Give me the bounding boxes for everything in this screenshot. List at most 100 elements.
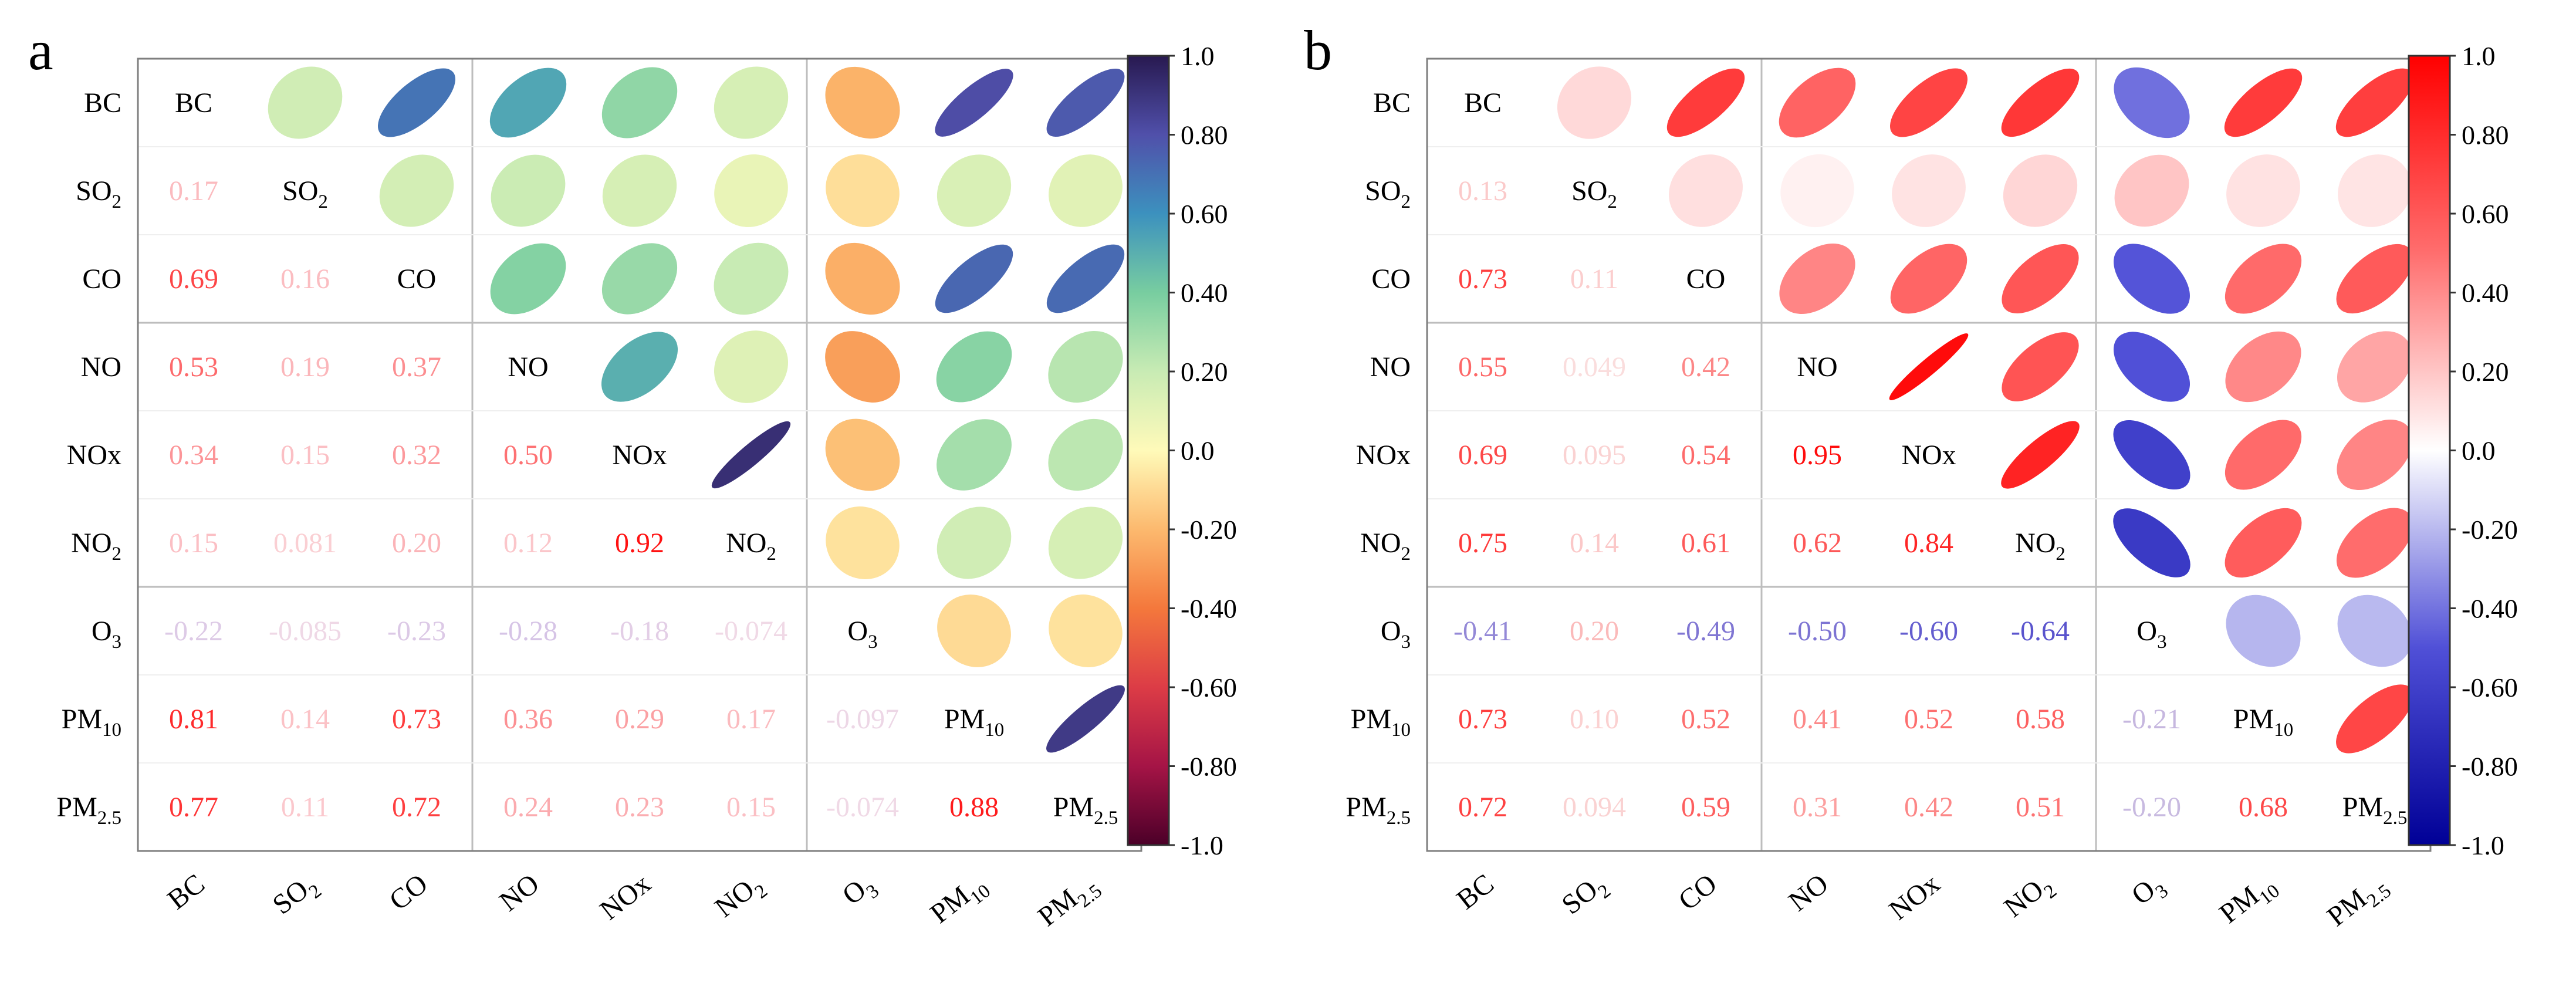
colorbar-tick-label: -0.80 (2462, 752, 2518, 782)
corr-value-label: 0.17 (169, 175, 218, 207)
corr-ellipse (935, 244, 1013, 313)
column-label: NOx (1884, 868, 1946, 926)
corr-ellipse (2224, 68, 2303, 137)
column-label: SO2 (267, 868, 326, 925)
corr-ellipse (2335, 68, 2414, 137)
corr-value-label: -0.64 (2011, 616, 2070, 647)
corr-ellipse (1048, 330, 1123, 403)
corr-ellipse (2225, 244, 2302, 314)
corr-value-label: 0.53 (169, 352, 218, 383)
diagonal-label: NOx (1901, 440, 1956, 471)
panel-label: b (1304, 19, 1332, 82)
corr-value-label: -0.50 (1788, 616, 1847, 647)
colorbar-tick-label: 1.0 (1181, 41, 1215, 71)
corr-value-label: -0.074 (715, 616, 787, 647)
diagonal-label: O3 (2136, 616, 2166, 653)
panel-a: a BC SO2 CO NO NOx NO2 O3 PM10 PM2.5 0.17 0.69 0.16 0… (28, 19, 1237, 934)
corr-value-label: 0.77 (169, 792, 218, 823)
corr-ellipse (714, 66, 789, 139)
corr-value-label: 0.14 (1570, 528, 1619, 559)
corr-value-label: 0.69 (1458, 440, 1507, 471)
corr-value-label: 0.73 (392, 704, 441, 735)
corr-value-label: 0.23 (615, 792, 664, 823)
column-label: PM10 (2213, 868, 2283, 934)
row-label: NOx (1356, 440, 1411, 471)
corr-ellipse (826, 506, 900, 579)
corr-ellipse (1049, 154, 1123, 227)
corr-value-label: 0.32 (392, 440, 441, 471)
corr-value-label: 0.55 (1458, 352, 1507, 383)
colorbar-tick-label: -0.40 (2462, 594, 2518, 624)
corr-ellipse (1779, 243, 1855, 315)
corr-ellipse (2225, 420, 2302, 490)
corr-value-label: -0.21 (2122, 704, 2181, 735)
corr-ellipse (825, 242, 900, 315)
corr-ellipse (1892, 154, 1966, 227)
corr-value-label: 0.13 (1458, 175, 1507, 207)
corr-ellipse (711, 421, 791, 489)
colorbar (1127, 55, 1170, 846)
corr-value-label: 0.24 (503, 792, 553, 823)
colorbar (2408, 55, 2451, 846)
colorbar-tick-label: 0.20 (2462, 357, 2509, 387)
corr-value-label: 0.15 (726, 792, 776, 823)
column-label: CO (1673, 868, 1723, 917)
corr-ellipse (937, 419, 1012, 491)
colorbar-tick-label: 0.80 (2462, 120, 2509, 150)
row-label: NO2 (71, 528, 121, 565)
corr-ellipse (2113, 332, 2190, 402)
diagonal-label: CO (397, 264, 437, 295)
column-label: NO2 (709, 868, 772, 928)
row-label: PM10 (62, 704, 121, 741)
corr-ellipse (379, 154, 454, 227)
corr-ellipse (2338, 154, 2412, 227)
colorbar-tick-label: -1.0 (2462, 830, 2504, 860)
corr-ellipse (1780, 154, 1854, 228)
corr-value-label: -0.23 (387, 616, 446, 647)
row-label: O3 (92, 616, 121, 653)
corr-value-label: 0.15 (169, 528, 218, 559)
corr-ellipse (2002, 244, 2079, 313)
corr-value-label: 0.50 (503, 440, 553, 471)
corr-ellipse (1557, 66, 1632, 139)
column-label: PM10 (924, 868, 994, 934)
corr-ellipse (1779, 67, 1856, 138)
corr-ellipse (714, 154, 788, 227)
corr-value-label: 0.61 (1681, 528, 1730, 559)
corr-ellipse (491, 154, 566, 227)
corr-ellipse (2113, 420, 2190, 490)
corr-ellipse (2225, 331, 2301, 403)
row-label: SO2 (1365, 175, 1411, 212)
corr-value-label: -0.49 (1676, 616, 1735, 647)
corr-value-label: 0.59 (1681, 792, 1730, 823)
diagonal-label: NO2 (726, 528, 776, 565)
corr-value-label: -0.20 (2122, 792, 2181, 823)
colorbar-tick-label: 0.40 (1181, 278, 1228, 308)
row-label: PM10 (1351, 704, 1411, 741)
corr-ellipse (2001, 421, 2080, 489)
corr-ellipse (2114, 244, 2190, 314)
corr-value-label: -0.18 (610, 616, 669, 647)
corr-value-label: 0.81 (169, 704, 218, 735)
diagonal-label: PM2.5 (2342, 792, 2408, 829)
corr-value-label: 0.88 (949, 792, 999, 823)
corr-ellipse (2114, 154, 2189, 227)
corr-ellipse (2002, 332, 2079, 401)
corr-ellipse (937, 594, 1011, 667)
corr-ellipse (2337, 331, 2413, 403)
corr-value-label: 0.094 (1563, 792, 1626, 823)
corr-ellipse (937, 154, 1012, 227)
diagonal-label: PM10 (2233, 704, 2293, 741)
corr-value-label: -0.22 (164, 616, 223, 647)
corr-ellipse (378, 68, 455, 137)
column-label: NO (1783, 868, 1834, 917)
corr-value-label: 0.51 (2016, 792, 2065, 823)
colorbar-tick-label: -0.40 (1181, 594, 1237, 624)
diagonal-label: NO (508, 352, 548, 383)
diagonal-label: BC (175, 87, 212, 119)
row-label: CO (1371, 264, 1411, 295)
corr-ellipse (1048, 506, 1123, 579)
row-label: SO2 (76, 175, 121, 212)
corr-ellipse (714, 242, 789, 315)
